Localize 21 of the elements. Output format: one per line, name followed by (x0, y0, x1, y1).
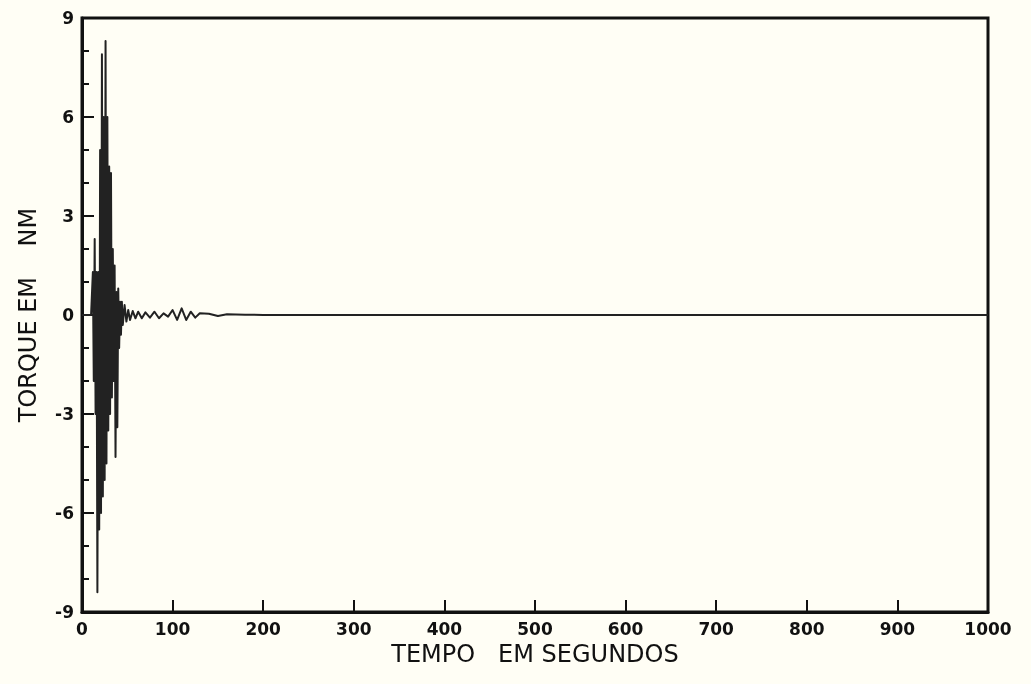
x-tick-label: 100 (154, 618, 191, 639)
x-tick-label: 200 (245, 618, 282, 639)
x-tick-label: 1000 (964, 618, 1012, 639)
y-tick-label: 0 (62, 305, 75, 325)
y-axis-title: TORQUE EM NM (14, 207, 42, 424)
x-tick-label: 0 (76, 618, 89, 639)
x-tick-label: 600 (607, 618, 644, 639)
x-tick-label: 700 (698, 618, 735, 639)
line-series (81, 40, 989, 594)
x-tick-label: 800 (789, 618, 825, 639)
y-tick-label: 6 (62, 107, 74, 127)
y-tick-label: 3 (62, 206, 74, 226)
x-axis-title: TEMPO EM SEGUNDOS (390, 640, 679, 668)
x-tick-label: 500 (517, 618, 553, 639)
y-tick-label: 9 (62, 8, 74, 28)
y-tick-label: -3 (55, 404, 74, 424)
y-tick-label: -9 (55, 602, 74, 622)
x-tick-label: 300 (336, 618, 372, 639)
y-tick-label: -6 (55, 503, 74, 523)
x-tick-label: 400 (426, 618, 463, 639)
x-tick-label: 900 (879, 618, 916, 639)
